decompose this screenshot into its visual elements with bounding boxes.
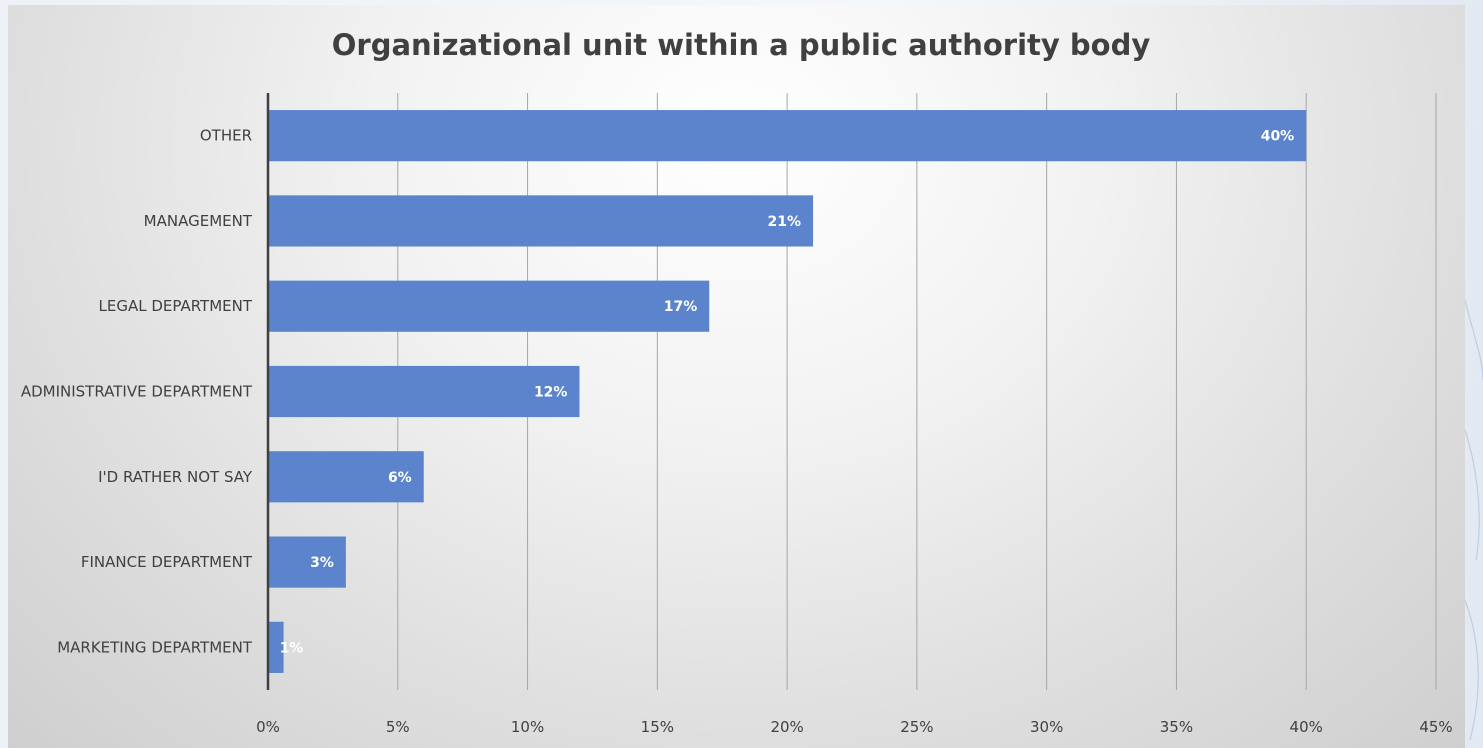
category-label: ADMINISTRATIVE DEPARTMENT: [21, 383, 253, 401]
category-label: I'D RATHER NOT SAY: [98, 468, 253, 486]
data-label: 1%: [280, 640, 304, 656]
data-label: 40%: [1261, 129, 1295, 145]
bar: [268, 621, 284, 673]
data-label: 17%: [664, 299, 698, 315]
data-label: 6%: [388, 470, 412, 486]
x-tick-label: 15%: [641, 718, 674, 736]
data-label: 12%: [534, 385, 568, 401]
bar-chart: Organizational unit within a public auth…: [21, 28, 1453, 736]
category-labels: OTHER MANAGEMENT LEGAL DEPARTMENT ADMINISTR…: [21, 127, 253, 657]
category-label: MARKETING DEPARTMENT: [57, 638, 253, 656]
x-tick-label: 30%: [1030, 718, 1063, 736]
x-tick-label: 20%: [770, 718, 803, 736]
x-tick-label: 10%: [511, 718, 544, 736]
x-tick-label: 0%: [256, 718, 280, 736]
category-label: OTHER: [200, 127, 252, 145]
x-tick-label: 40%: [1290, 718, 1323, 736]
chart-area: Organizational unit within a public auth…: [8, 5, 1465, 748]
bar: [268, 110, 1307, 162]
x-tick-label: 5%: [386, 718, 410, 736]
data-label: 21%: [768, 214, 802, 230]
chart-title: Organizational unit within a public auth…: [332, 28, 1151, 62]
bar: [268, 280, 710, 332]
category-label: MANAGEMENT: [144, 212, 253, 230]
bar: [268, 365, 580, 418]
bar: [268, 195, 814, 247]
x-tick-label: 35%: [1160, 718, 1193, 736]
x-axis-tick-labels: 0% 5% 10% 15% 20% 25% 30% 35% 40% 45%: [256, 718, 1453, 736]
bar: [268, 451, 424, 503]
category-label: LEGAL DEPARTMENT: [98, 297, 252, 315]
category-label: FINANCE DEPARTMENT: [81, 553, 253, 571]
x-tick-label: 45%: [1419, 718, 1452, 736]
bars: 40% 21% 17% 12% 6% 3% 1%: [268, 110, 1307, 673]
data-label: 3%: [310, 555, 334, 571]
x-tick-label: 25%: [900, 718, 933, 736]
bar: [268, 536, 346, 588]
